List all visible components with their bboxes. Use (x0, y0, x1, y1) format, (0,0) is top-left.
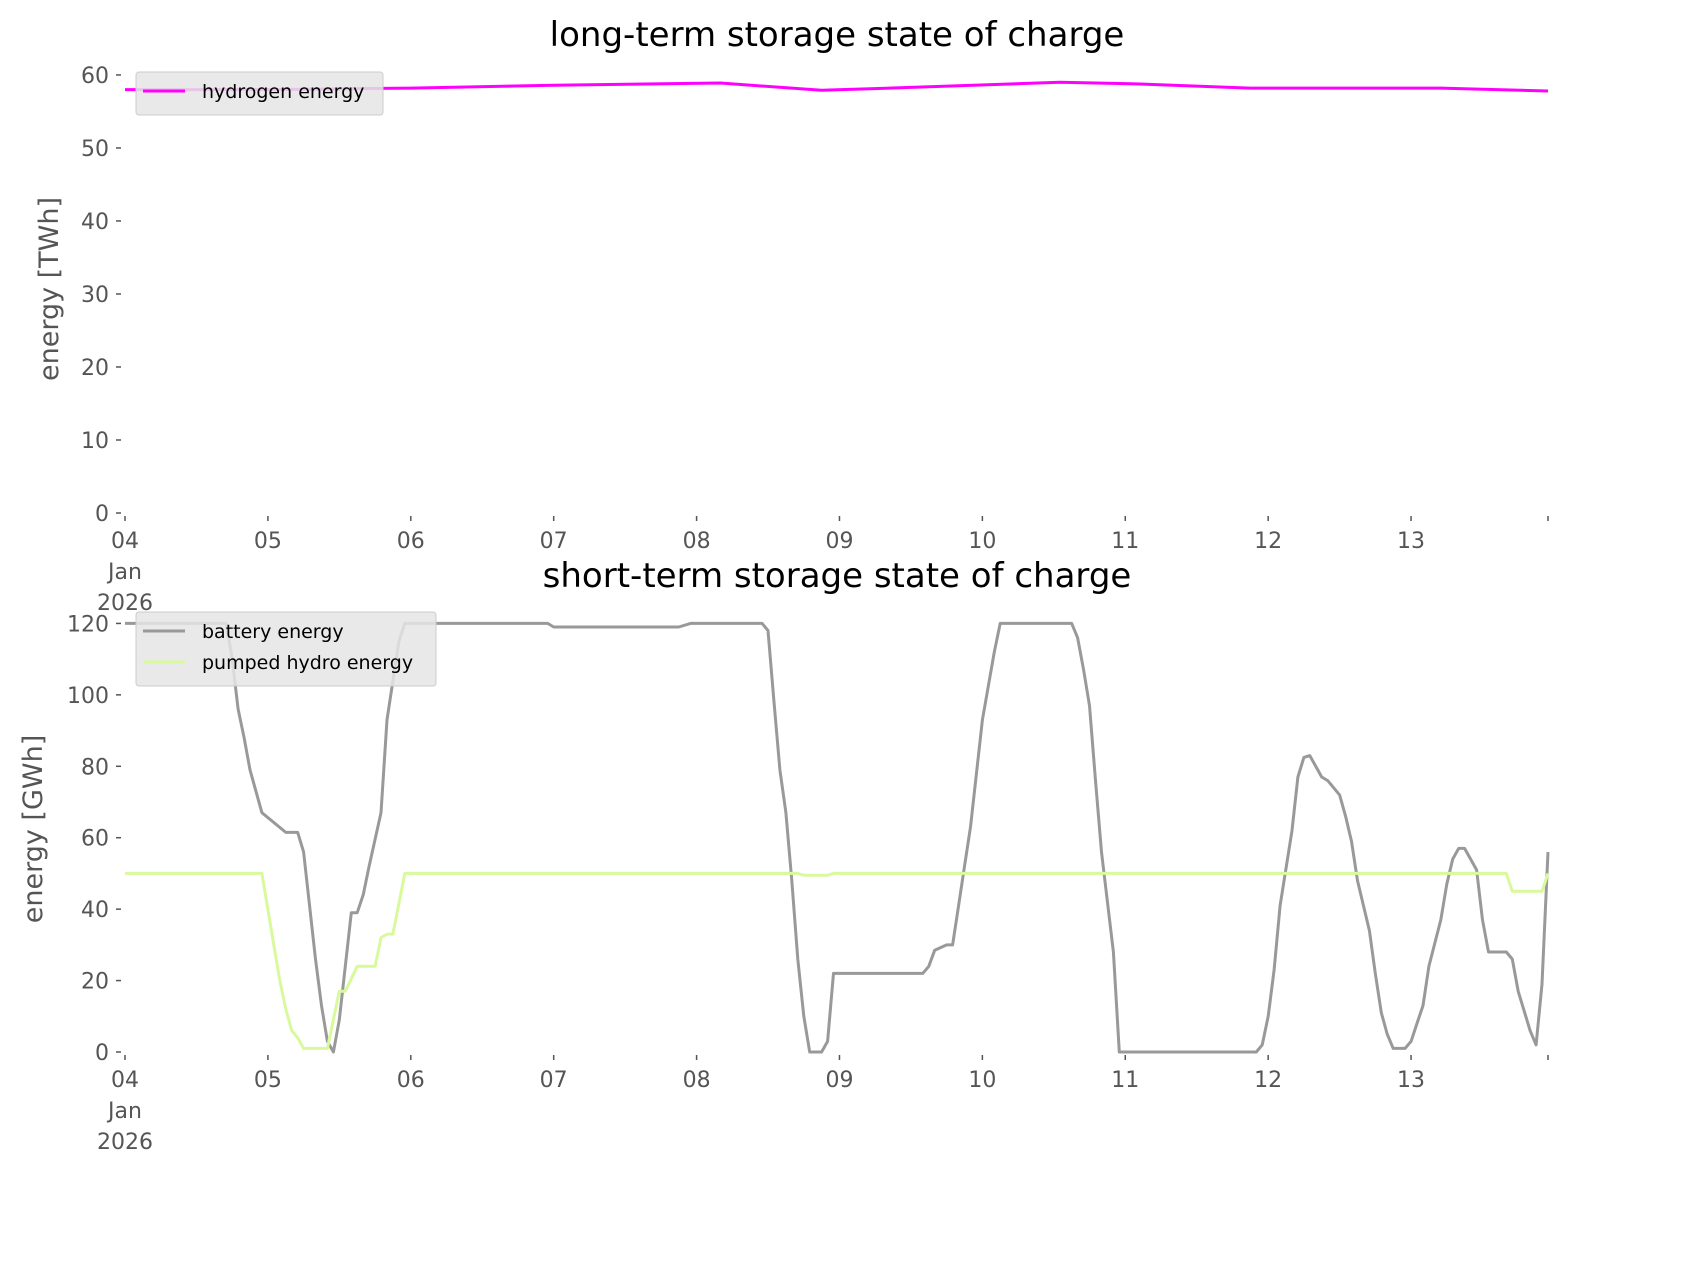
y-tick-label: 0 (95, 1041, 109, 1066)
y-tick-label: 50 (81, 137, 109, 162)
y-tick-label: 10 (81, 429, 109, 454)
x-tick-label: Jan (106, 560, 142, 585)
series-line-pumped-hydro-energy (125, 871, 1550, 1050)
y-axis-label: energy [TWh] (34, 197, 65, 381)
y-tick-label: 30 (81, 283, 109, 308)
x-tick-label: 06 (397, 529, 425, 554)
x-tick-label: 11 (1111, 1068, 1139, 1093)
legend: battery energy pumped hydro energy (135, 611, 437, 687)
short-term-storage-chart: short-term storage state of charge energ… (18, 556, 1550, 1155)
x-tick-label: 07 (540, 1068, 568, 1093)
legend-box (135, 71, 384, 116)
y-tick-label: 20 (81, 970, 109, 995)
x-tick-label: 05 (254, 1068, 282, 1093)
long-term-storage-chart: long-term storage state of charge energy… (34, 15, 1549, 616)
x-tick-label: 11 (1111, 529, 1139, 554)
y-tick-label: 60 (81, 827, 109, 852)
y-tick-label: 0 (95, 502, 109, 527)
legend-label: pumped hydro energy (202, 652, 413, 674)
x-tick-label: 07 (540, 529, 568, 554)
x-tick-label: 2026 (97, 1130, 153, 1155)
x-tick-label: 08 (683, 529, 711, 554)
x-tick-label: Jan (106, 1099, 142, 1124)
x-tick-label: 10 (968, 529, 996, 554)
chart-title: long-term storage state of charge (550, 15, 1125, 55)
legend: hydrogen energy (135, 71, 384, 116)
series-line-hydrogen-energy (125, 80, 1549, 93)
x-tick-label: 04 (111, 529, 139, 554)
y-tick-label: 40 (81, 898, 109, 923)
legend-box (135, 611, 437, 687)
y-tick-label: 40 (81, 210, 109, 235)
y-tick-label: 100 (67, 684, 109, 709)
legend-label: hydrogen energy (202, 81, 364, 103)
x-tick-label: 05 (254, 529, 282, 554)
x-tick-label: 10 (968, 1068, 996, 1093)
y-tick-label: 80 (81, 755, 109, 780)
x-tick-label: 04 (111, 1068, 139, 1093)
series-line-battery-energy (125, 621, 1550, 1054)
x-tick-label: 13 (1397, 529, 1425, 554)
x-tick-label: 09 (825, 529, 853, 554)
y-axis-label: energy [GWh] (18, 735, 49, 923)
x-tick-label: 09 (825, 1068, 853, 1093)
y-tick-label: 20 (81, 356, 109, 381)
x-tick-label: 06 (397, 1068, 425, 1093)
legend-label: battery energy (202, 621, 344, 643)
y-tick-label: 60 (81, 64, 109, 89)
chart-title: short-term storage state of charge (543, 556, 1132, 596)
y-tick-label: 120 (67, 612, 109, 637)
x-tick-label: 12 (1254, 1068, 1282, 1093)
x-tick-label: 12 (1254, 529, 1282, 554)
x-tick-label: 13 (1397, 1068, 1425, 1093)
x-tick-label: 08 (683, 1068, 711, 1093)
